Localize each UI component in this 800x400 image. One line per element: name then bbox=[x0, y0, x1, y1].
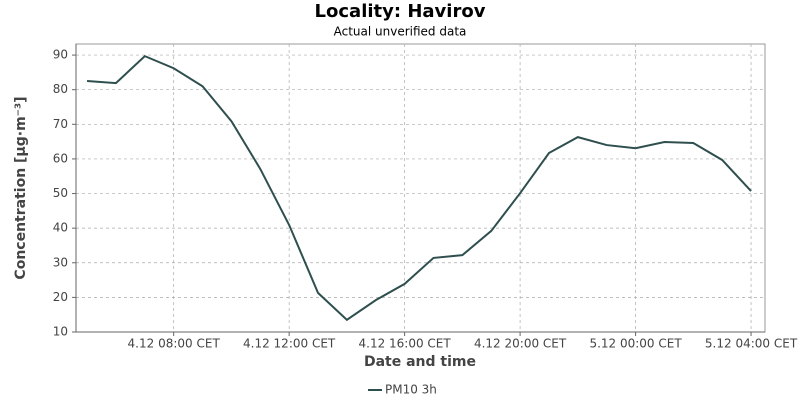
chart-subtitle: Actual unverified data bbox=[334, 25, 467, 39]
y-tick-label: 10 bbox=[53, 325, 68, 339]
x-tick-label: 5.12 04:00 CET bbox=[705, 337, 798, 351]
y-tick-label: 50 bbox=[53, 186, 68, 200]
y-tick-label: 40 bbox=[53, 221, 68, 235]
y-tick-label: 20 bbox=[53, 290, 68, 304]
y-tick-label: 70 bbox=[53, 117, 68, 131]
x-tick-label: 4.12 16:00 CET bbox=[359, 337, 452, 351]
y-axis-label: Concentration [µg·m⁻³] bbox=[13, 96, 29, 279]
y-tick-label: 60 bbox=[53, 151, 68, 165]
x-tick-label: 4.12 12:00 CET bbox=[243, 337, 336, 351]
y-tick-label: 80 bbox=[53, 82, 68, 96]
chart-title: Locality: Havirov bbox=[315, 1, 486, 22]
x-tick-label: 5.12 00:00 CET bbox=[589, 337, 682, 351]
x-tick-label: 4.12 20:00 CET bbox=[474, 337, 567, 351]
data-line bbox=[86, 54, 752, 322]
y-tick-label: 90 bbox=[53, 48, 68, 62]
y-tick-label: 30 bbox=[53, 255, 68, 269]
x-tick-label: 4.12 08:00 CET bbox=[128, 337, 221, 351]
x-axis-label: Date and time bbox=[364, 354, 476, 370]
plot-area bbox=[75, 43, 766, 333]
legend-label: PM10 3h bbox=[385, 383, 437, 397]
